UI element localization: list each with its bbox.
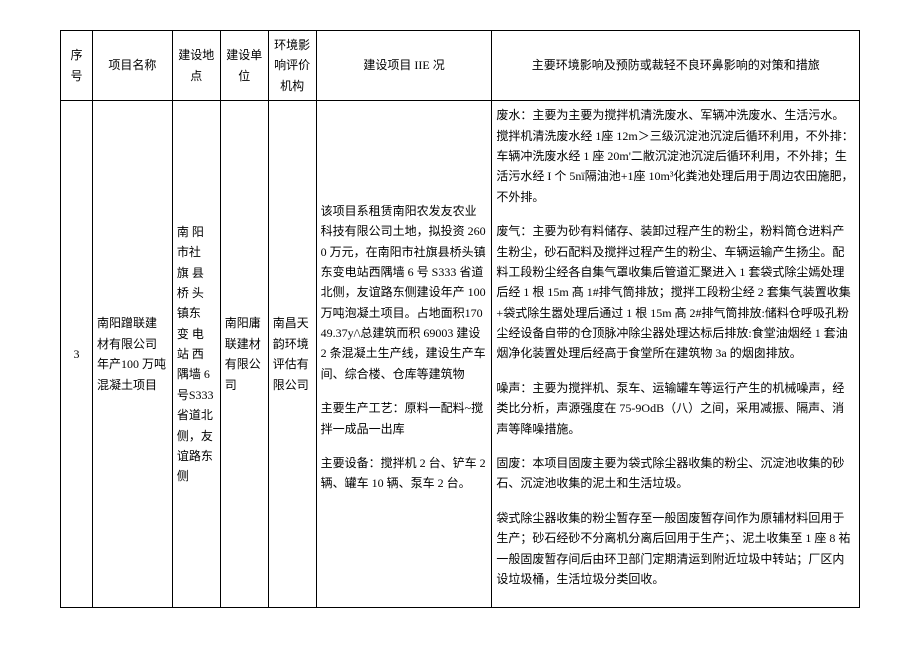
table-row: 3 南阳蹭联建材有限公司年产100 万吨混凝土项目 南 阳 市社 旗 县桥 头 …	[61, 101, 860, 608]
cell-loc: 南 阳 市社 旗 县桥 头 镇东 变 电站 西 隅墙 6 号S333 省道北侧，…	[172, 101, 220, 608]
status-paragraph: 主要生产工艺：原料一配料~搅拌一成品一出库	[321, 398, 488, 439]
impact-paragraph: 袋式除尘器收集的粉尘暂存至一般固废暂存间作为原辅材料回用于生产；砂石经砂不分离机…	[496, 508, 855, 590]
header-impact: 主要环境影响及预防或裁轻不良环鼻影响的对策和措旅	[492, 31, 860, 101]
header-loc: 建设地点	[172, 31, 220, 101]
cell-unit: 南阳庸联建材有限公司	[220, 101, 268, 608]
impact-paragraph: 废水：主要为主要为搅拌机清洗废水、军辆冲洗废水、生活污水。搅拌机清洗废水经 1座…	[496, 105, 855, 207]
header-name: 项目名称	[92, 31, 172, 101]
header-unit: 建设单位	[220, 31, 268, 101]
cell-status: 该项目系租赁南阳农发友农业科技有限公司土地，拟投资 2600 万元，在南阳市社旗…	[316, 101, 492, 608]
cell-impact: 废水：主要为主要为搅拌机清洗废水、军辆冲洗废水、生活污水。搅拌机清洗废水经 1座…	[492, 101, 860, 608]
impact-paragraph: 噪声：主要为搅拌机、泵车、运输罐车等运行产生的机械噪声，经类比分析，声源强度在 …	[496, 378, 855, 439]
status-paragraph: 该项目系租赁南阳农发友农业科技有限公司土地，拟投资 2600 万元，在南阳市社旗…	[321, 201, 488, 385]
impact-paragraph: 废气：主要为砂有料储存、装卸过程产生的粉尘，粉料筒仓进料产生粉尘，砂石配料及搅拌…	[496, 221, 855, 364]
header-agency: 环境影响评价机构	[268, 31, 316, 101]
status-paragraph: 主要设备：搅拌机 2 台、铲车 2 辆、罐车 10 辆、泵车 2 台。	[321, 453, 488, 494]
cell-no: 3	[61, 101, 93, 608]
header-status: 建设项目 IIE 况	[316, 31, 492, 101]
cell-agency: 南昌天韵环境评估有限公司	[268, 101, 316, 608]
cell-name: 南阳蹭联建材有限公司年产100 万吨混凝土项目	[92, 101, 172, 608]
impact-paragraph: 固废：本项目固废主要为袋式除尘器收集的粉尘、沉淀池收集的砂石、沉淀池收集的泥土和…	[496, 453, 855, 494]
header-no: 序号	[61, 31, 93, 101]
